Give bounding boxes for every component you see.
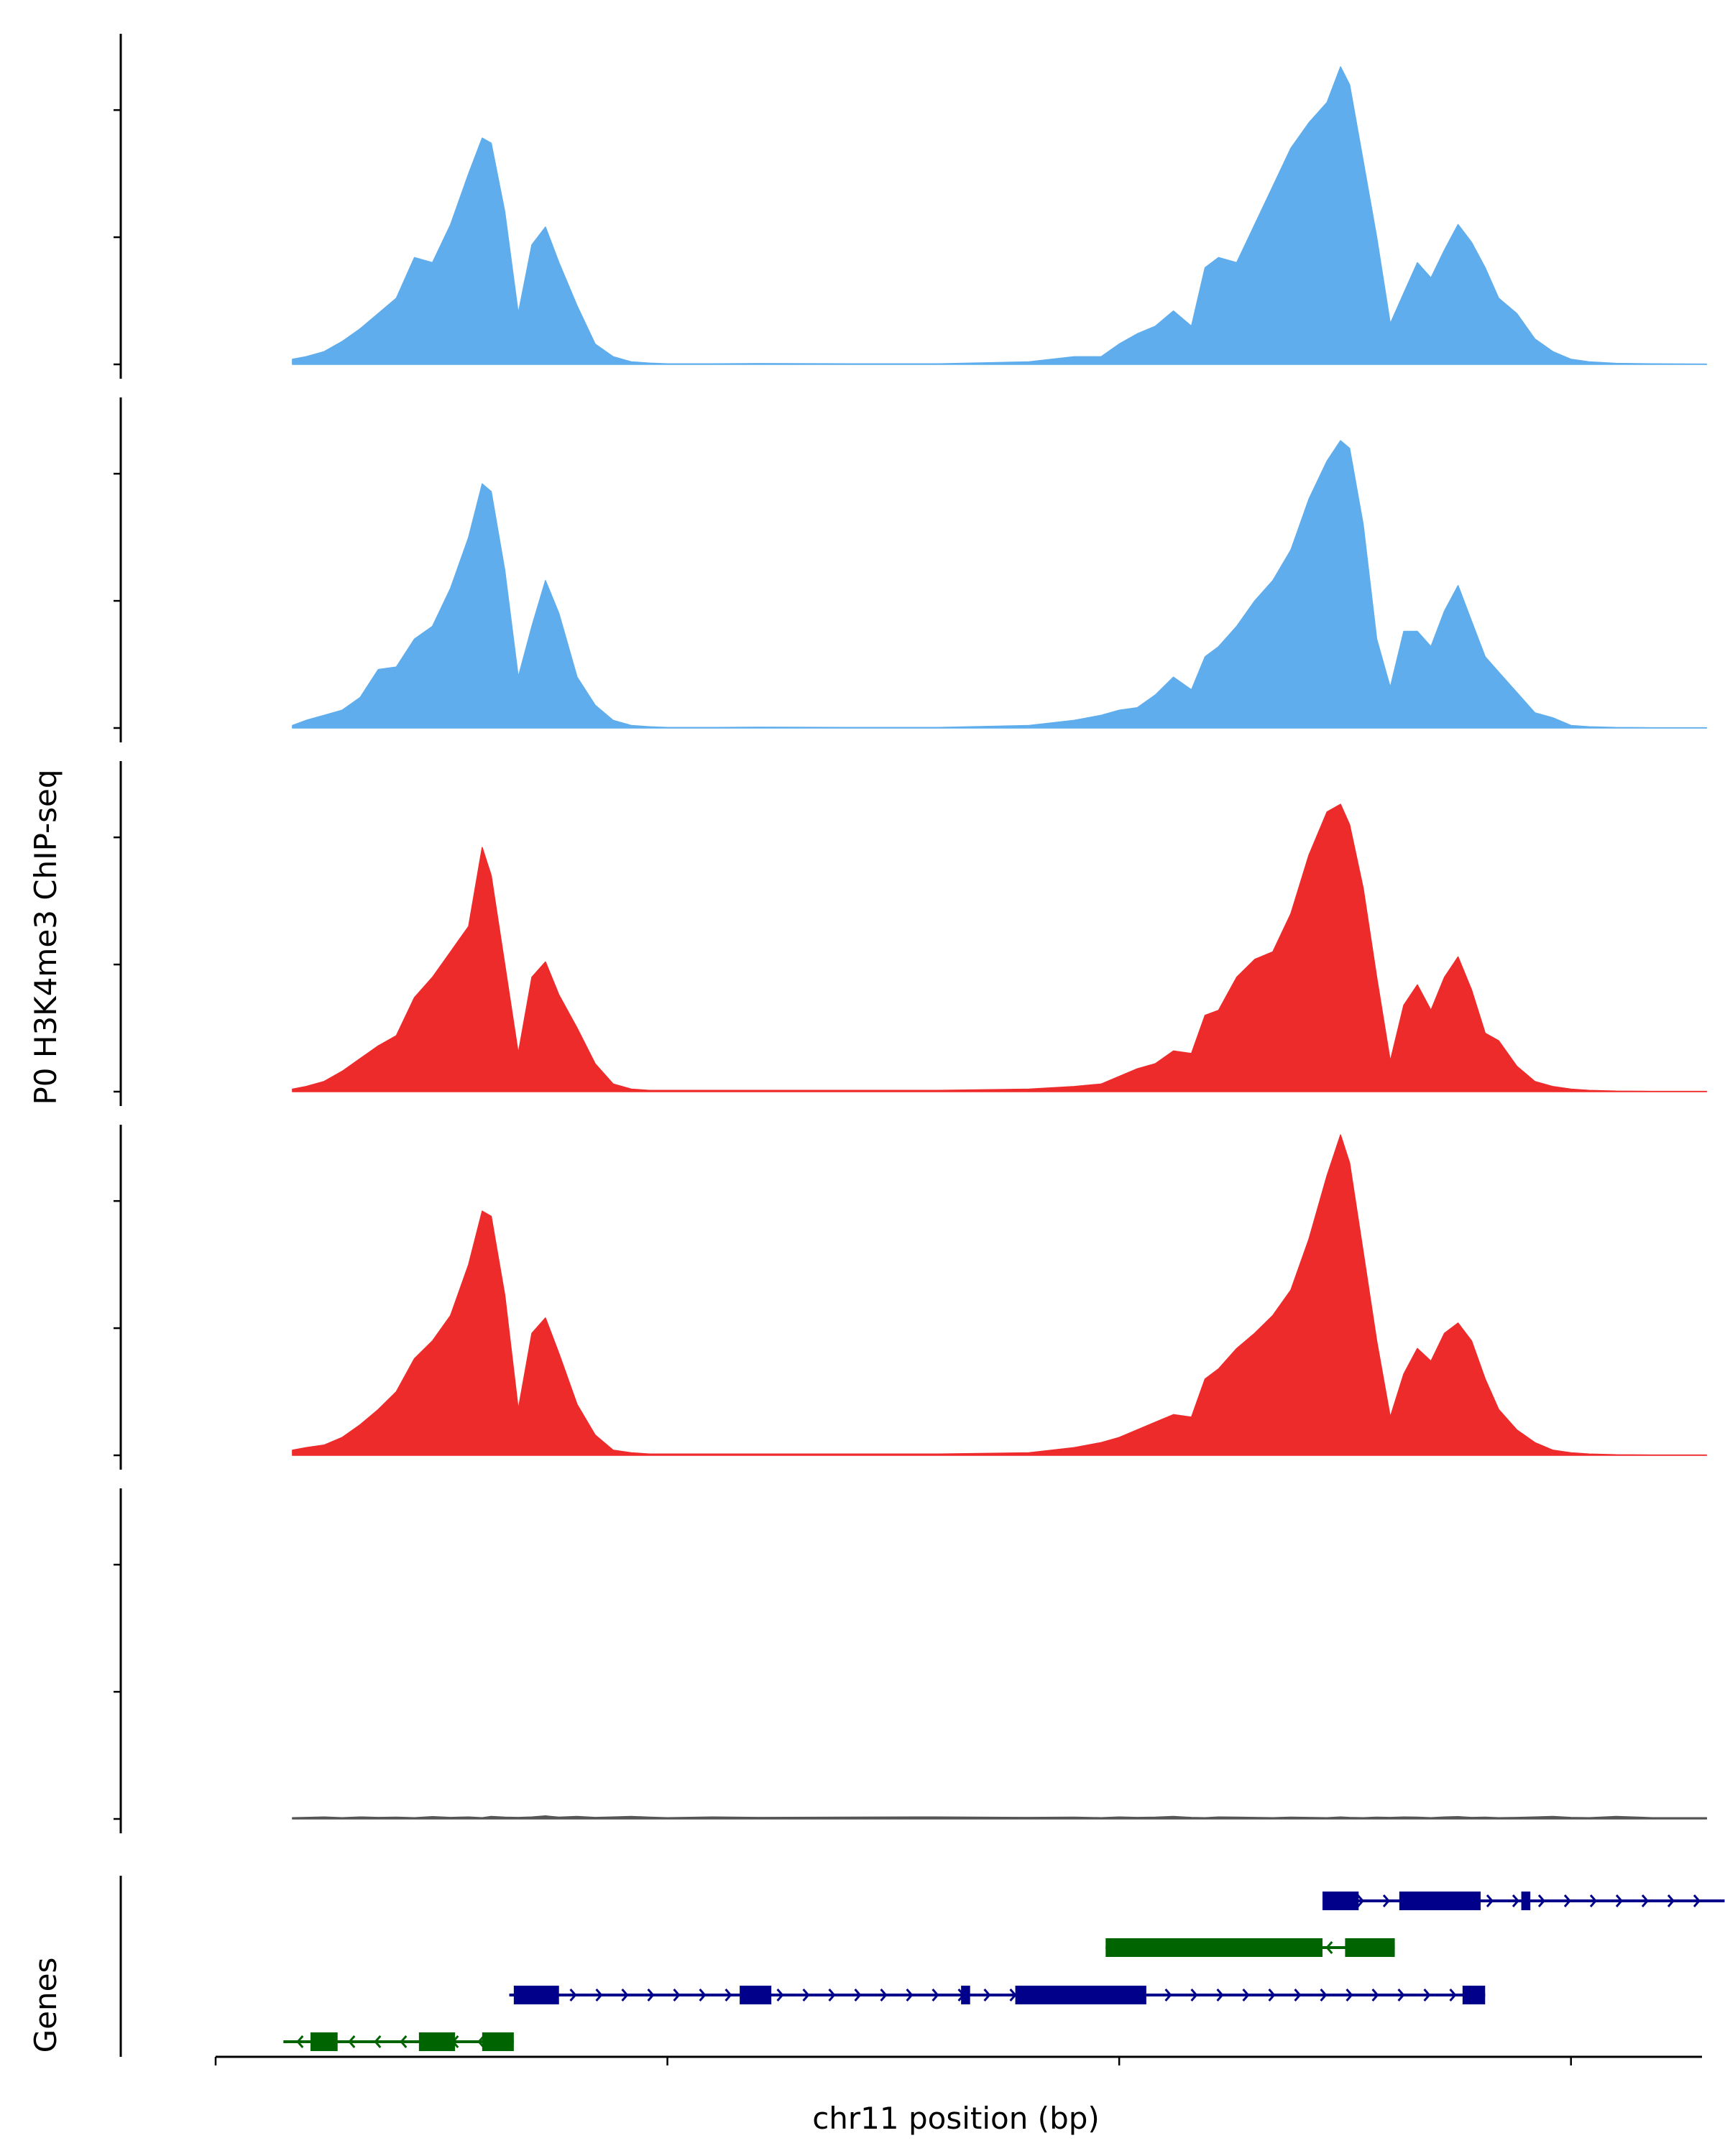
exon: [482, 2032, 514, 2051]
strand-arrow: [1356, 1894, 1364, 1907]
track-ko-1: [114, 761, 1708, 1106]
gene-annotation-track: [119, 1876, 1725, 2065]
strand-arrow: [1346, 1989, 1353, 2001]
exon: [1399, 1892, 1481, 1910]
strand-arrow: [854, 1989, 862, 2001]
coverage-area-ko-2: [292, 1134, 1708, 1456]
strand-arrow: [1693, 1894, 1701, 1907]
strand-arrow: [1190, 1989, 1198, 2001]
strand-arrow: [880, 1989, 888, 2001]
strand-arrow: [906, 1989, 914, 2001]
gene-srsf2: [1105, 1938, 1395, 1957]
gene-mfsd11: [1322, 1892, 1725, 1910]
gene-mettl23: [509, 1986, 1486, 2004]
exon: [310, 2032, 338, 2051]
strand-arrow: [1382, 1894, 1390, 1907]
strand-arrow: [374, 2035, 382, 2048]
strand-arrow: [699, 1989, 707, 2001]
strand-arrow: [1268, 1989, 1276, 2001]
strand-arrow: [828, 1989, 836, 2001]
exon: [1345, 1938, 1395, 1957]
strand-arrow: [1615, 1894, 1623, 1907]
exon: [418, 2032, 456, 2051]
coverage-tracks: [114, 34, 1708, 1833]
strand-arrow: [1371, 1989, 1379, 2001]
strand-arrow: [802, 1989, 810, 2001]
strand-arrow: [621, 1989, 629, 2001]
strand-arrow: [983, 1989, 991, 2001]
strand-arrow: [1486, 1894, 1494, 1907]
track-ki-1: [114, 34, 1708, 379]
exon: [961, 1986, 970, 2004]
coverage-area-ki-2: [292, 440, 1708, 729]
exon: [1322, 1892, 1359, 1910]
exon: [1015, 1986, 1146, 2004]
strand-arrow: [1164, 1989, 1172, 2001]
strand-arrow: [1242, 1989, 1250, 2001]
track-ko-2: [114, 1125, 1708, 1470]
strand-arrow: [1449, 1989, 1457, 2001]
strand-arrow: [1563, 1894, 1571, 1907]
coverage-area-ki-1: [292, 66, 1708, 365]
track-input: [114, 1488, 1708, 1833]
strand-arrow: [1423, 1989, 1431, 2001]
strand-arrow: [1512, 1894, 1519, 1907]
strand-arrow: [1397, 1989, 1405, 2001]
strand-arrow: [296, 2035, 304, 2048]
coverage-area-input: [292, 1815, 1708, 1820]
coverage-area-ko-1: [292, 803, 1708, 1092]
x-axis-title: chr11 position (bp): [812, 2101, 1100, 2136]
strand-arrow: [1641, 1894, 1649, 1907]
exon: [513, 1986, 559, 2004]
strand-arrow: [724, 1989, 732, 2001]
strand-arrow: [348, 2035, 356, 2048]
strand-arrow: [776, 1989, 784, 2001]
strand-arrow: [932, 1989, 939, 2001]
gene-jmjd6: [283, 2032, 514, 2051]
strand-arrow: [1325, 1941, 1333, 1954]
exon: [1105, 1938, 1322, 1957]
strand-arrow: [595, 1989, 603, 2001]
exon: [1462, 1986, 1486, 2004]
y-axis-title: P0 H3K4me3 ChIP-seq: [28, 769, 63, 1105]
strand-arrow: [1667, 1894, 1675, 1907]
strand-arrow: [1320, 1989, 1328, 2001]
exon: [1521, 1892, 1531, 1910]
strand-arrow: [1589, 1894, 1597, 1907]
strand-arrow: [1294, 1989, 1302, 2001]
strand-arrow: [569, 1989, 577, 2001]
exon: [740, 1986, 772, 2004]
track-ki-2: [114, 397, 1708, 742]
strand-arrow: [1537, 1894, 1545, 1907]
genes-axis-title: Genes: [28, 1958, 63, 2053]
strand-arrow: [673, 1989, 681, 2001]
strand-arrow: [1216, 1989, 1224, 2001]
strand-arrow: [400, 2035, 408, 2048]
strand-arrow: [647, 1989, 655, 2001]
